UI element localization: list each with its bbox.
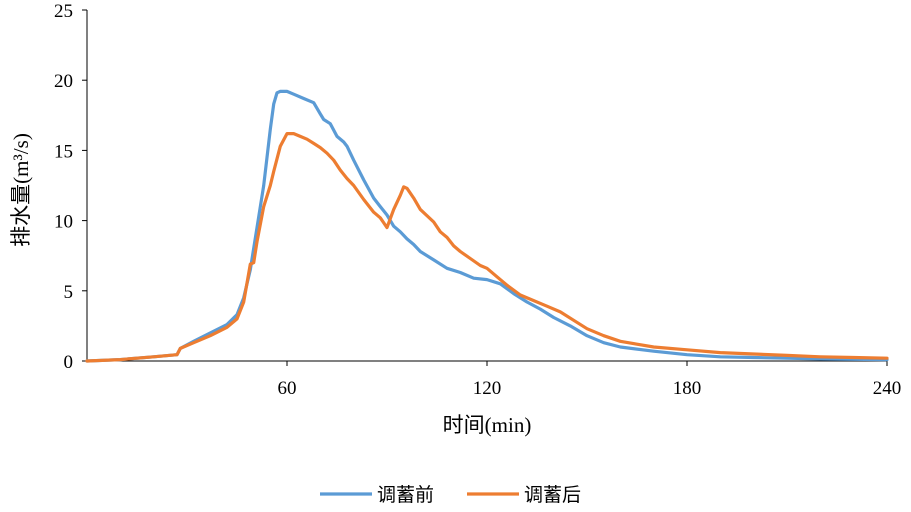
y-tick-label: 20 [54, 71, 73, 92]
x-tick-label: 240 [873, 378, 902, 399]
y-tick-label: 25 [54, 1, 73, 22]
y-tick-label: 5 [64, 282, 74, 303]
x-axis-title: 时间(min) [443, 413, 532, 437]
legend-label-2: 调蓄后 [524, 484, 581, 506]
y-tick-label: 10 [54, 212, 73, 233]
legend: 调蓄前 调蓄后 [320, 484, 581, 506]
legend-label-1: 调蓄前 [377, 484, 434, 506]
y-axis-title: 排水量(m³/s) [9, 133, 33, 247]
x-tick-label: 180 [673, 378, 702, 399]
y-tick-label: 0 [64, 352, 74, 373]
series-line-1 [85, 89, 889, 363]
series-layer [85, 89, 889, 363]
series-line-2 [85, 132, 889, 363]
x-tick-label: 120 [473, 378, 502, 399]
y-tick-label: 15 [54, 141, 73, 162]
x-tick-label: 60 [278, 378, 297, 399]
axes: 0 5 10 15 20 25 60 120 180 240 [54, 1, 901, 399]
